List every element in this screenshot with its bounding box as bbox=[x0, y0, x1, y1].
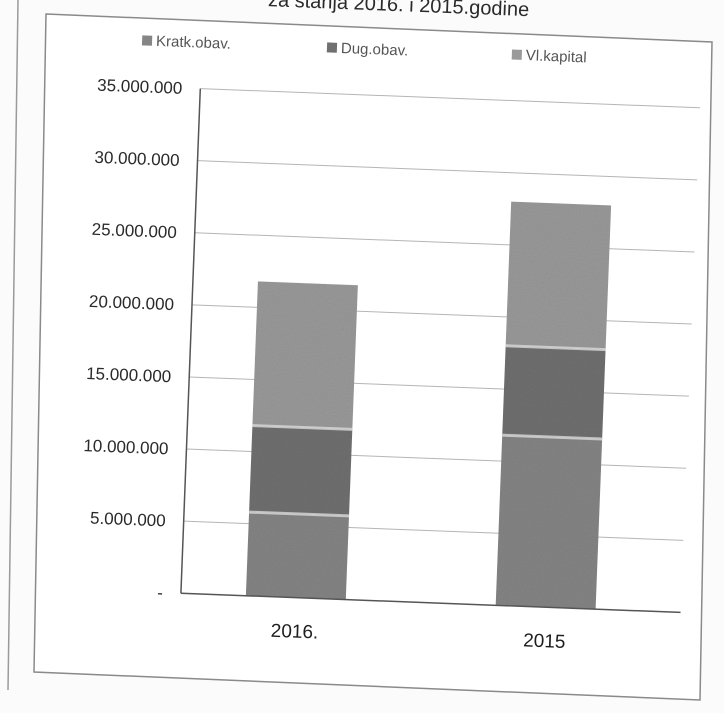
bars bbox=[245, 201, 612, 610]
legend: Kratk.obav. Dug.obav. Vl.kapital bbox=[141, 33, 587, 66]
y-tick-label: 30.000.000 bbox=[94, 148, 180, 170]
x-axis-line bbox=[180, 592, 681, 614]
legend-swatch bbox=[511, 49, 523, 60]
bar-segment bbox=[245, 512, 350, 600]
y-axis-ticks: - 5.000.000 10.000.000 15.000.000 20.000.000… bbox=[83, 76, 183, 603]
y-tick-label: - bbox=[157, 583, 163, 602]
x-category-label: 2016. bbox=[270, 621, 318, 644]
scan-edge-left bbox=[7, 0, 19, 691]
bar-segment bbox=[502, 345, 606, 440]
legend-label: Vl.kapital bbox=[525, 47, 586, 66]
x-axis-categories: 2016. 2015 bbox=[270, 621, 566, 653]
y-tick-label: 15.000.000 bbox=[86, 364, 172, 386]
gridline bbox=[197, 160, 698, 181]
gridline bbox=[194, 232, 695, 253]
legend-label: Kratk.obav. bbox=[156, 33, 231, 53]
plot-group: za stanja 2016. i 2015.godine Kratk.obav… bbox=[83, 0, 700, 653]
y-axis-line bbox=[180, 88, 202, 594]
chart-title: za stanja 2016. i 2015.godine bbox=[268, 0, 530, 21]
gridline bbox=[200, 88, 700, 109]
bar-segment bbox=[249, 425, 353, 516]
segment-boundary bbox=[502, 433, 603, 441]
bar-segment bbox=[495, 435, 603, 610]
y-tick-label: 5.000.000 bbox=[90, 509, 166, 531]
legend-label: Dug.obav. bbox=[341, 40, 409, 60]
y-tick-label: 35.000.000 bbox=[97, 76, 183, 98]
x-category-label: 2015 bbox=[523, 630, 566, 653]
y-tick-label: 25.000.000 bbox=[91, 220, 177, 242]
legend-swatch bbox=[141, 35, 153, 46]
segment-boundary bbox=[249, 510, 350, 518]
segment-boundary bbox=[252, 424, 353, 431]
y-tick-label: 10.000.000 bbox=[83, 436, 169, 458]
segment-boundary bbox=[505, 344, 606, 352]
bar-segment bbox=[505, 201, 612, 350]
y-tick-label: 20.000.000 bbox=[89, 292, 175, 314]
bar-segment bbox=[252, 281, 358, 430]
chart-frame bbox=[33, 13, 713, 701]
legend-swatch bbox=[326, 42, 338, 53]
